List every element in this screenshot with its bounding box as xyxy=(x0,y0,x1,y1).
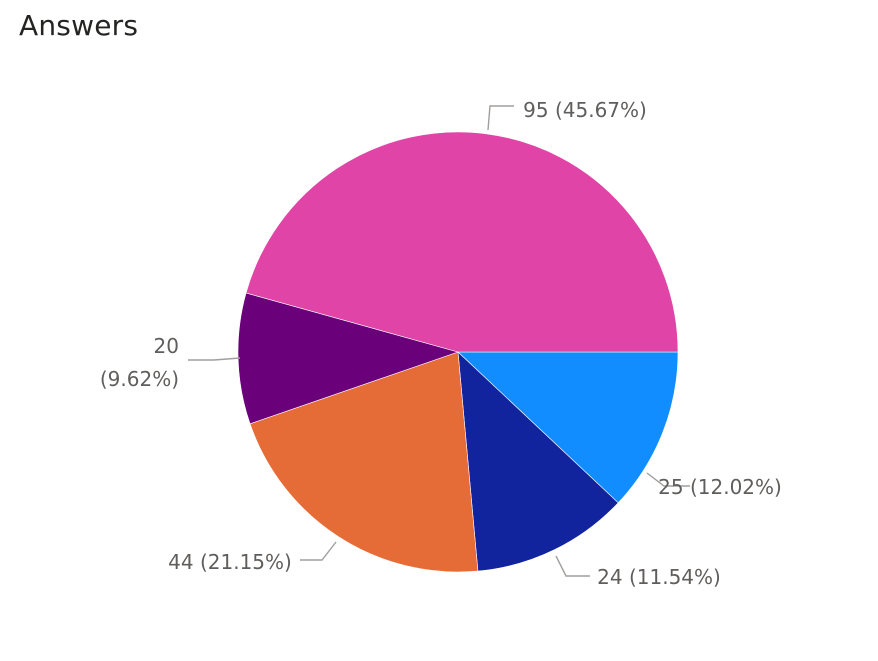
data-label-slice-5: 95 (45.67%) xyxy=(523,98,647,122)
chart-title: Answers xyxy=(19,9,139,42)
data-label-slice-4-value: 20 xyxy=(154,334,179,358)
pie-slice-5[interactable] xyxy=(245,131,679,353)
data-label-slice-4-percent: (9.62%) xyxy=(100,367,179,391)
leader-line-5 xyxy=(487,105,514,131)
leader-lines xyxy=(188,105,690,577)
leader-line-3 xyxy=(300,541,337,561)
pie-slice-1[interactable] xyxy=(457,351,679,504)
pie-slices xyxy=(237,131,679,573)
data-label-slice-2: 24 (11.54%) xyxy=(597,565,721,589)
data-label-slice-1: 25 (12.02%) xyxy=(658,475,782,499)
leader-line-4 xyxy=(188,357,241,361)
pie-slice-2[interactable] xyxy=(457,351,619,572)
leader-line-2 xyxy=(555,555,590,577)
data-label-slice-3: 44 (21.15%) xyxy=(168,550,292,574)
pie-slice-3[interactable] xyxy=(249,351,479,573)
leader-line-1 xyxy=(646,472,690,487)
